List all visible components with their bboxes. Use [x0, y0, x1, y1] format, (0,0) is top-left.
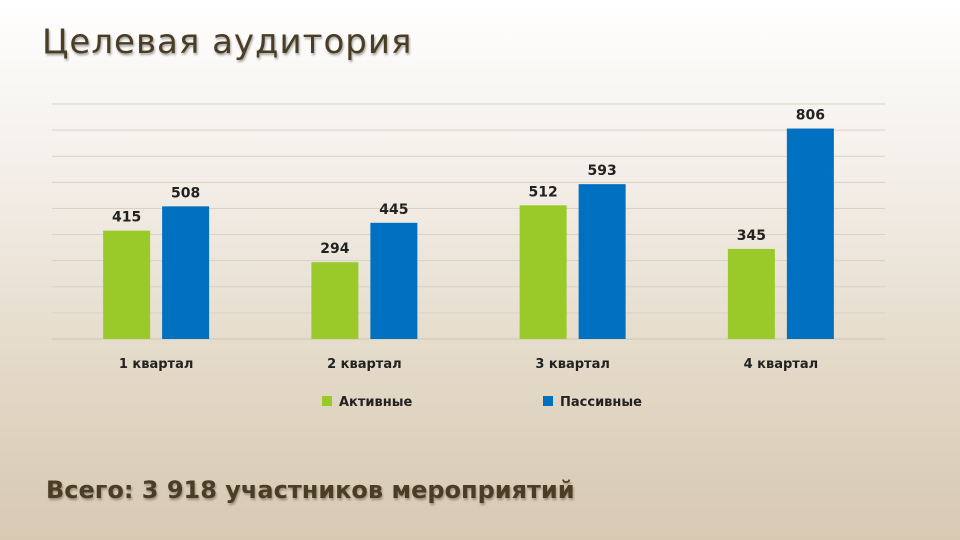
legend-swatch [543, 396, 553, 406]
bar [162, 206, 210, 339]
legend-swatch [322, 396, 332, 406]
legend-label: Пассивные [560, 395, 642, 410]
data-labels: 415 508 294 445 512 593 345 806 [112, 108, 825, 258]
total-participants: Всего: 3 918 участников мероприятий [46, 476, 575, 504]
bars [103, 128, 834, 339]
data-label: 294 [320, 241, 349, 257]
page-title: Целевая аудитория [42, 22, 413, 62]
x-tick-label: 4 квартал [744, 357, 819, 372]
data-label: 415 [112, 210, 141, 226]
data-label: 512 [529, 184, 558, 200]
data-label: 593 [588, 163, 617, 179]
data-label: 345 [737, 228, 766, 244]
data-label: 445 [379, 202, 408, 218]
bar [578, 184, 626, 339]
x-tick-label: 3 квартал [535, 357, 610, 372]
bar [519, 205, 567, 339]
bar [786, 128, 834, 339]
x-axis-ticks: 1 квартал 2 квартал 3 квартал 4 квартал [119, 357, 818, 372]
data-label: 508 [171, 185, 200, 201]
bar [311, 262, 359, 339]
legend-label: Активные [339, 395, 412, 410]
data-label: 806 [796, 108, 825, 124]
x-tick-label: 2 квартал [327, 357, 402, 372]
bar [103, 230, 151, 339]
bar [727, 248, 775, 339]
bar [370, 222, 418, 339]
legend: Активные Пассивные [322, 395, 642, 410]
x-tick-label: 1 квартал [119, 357, 194, 372]
